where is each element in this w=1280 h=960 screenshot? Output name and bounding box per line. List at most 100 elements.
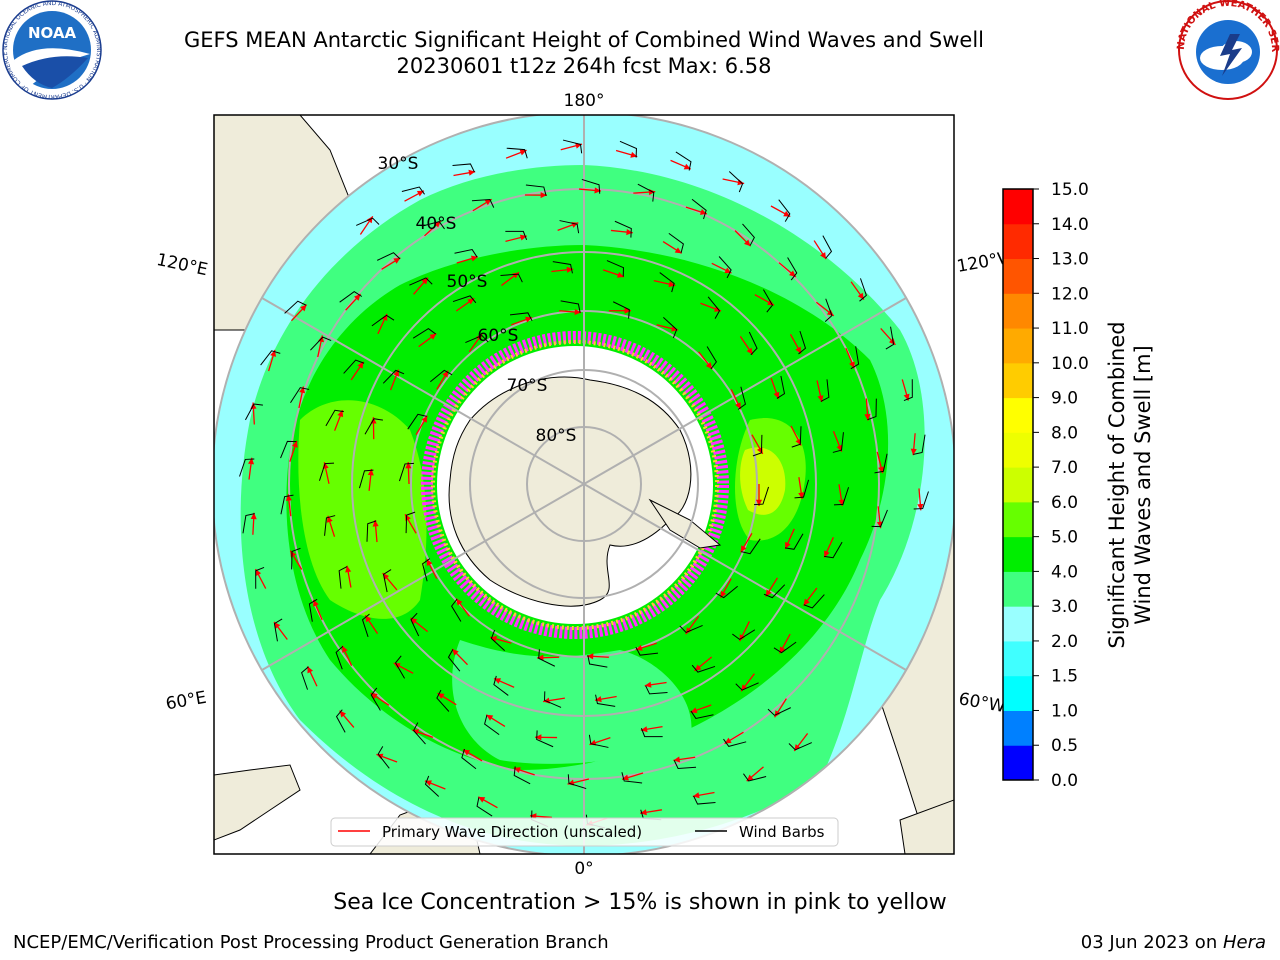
wind-barb [763, 289, 774, 313]
wind-barb [614, 220, 632, 238]
lat-label-30s: 30°S [378, 154, 419, 174]
wind-barb [787, 257, 798, 281]
wind-barb [871, 509, 888, 528]
wave-arrow-head [429, 333, 437, 340]
wave-arrow-head [917, 503, 924, 511]
wave-arrow-head [783, 210, 791, 217]
wave-arrow-head [250, 512, 257, 520]
wind-barb [791, 426, 802, 448]
lat-label-50s: 50°S [447, 272, 488, 292]
wave-arrow-head [594, 187, 601, 194]
wind-barb [513, 766, 531, 785]
wind-barb [454, 248, 478, 258]
wind-barb [737, 386, 747, 410]
wind-barb [398, 462, 415, 482]
wave-arrow-head [365, 615, 372, 623]
lat-label-70s: 70°S [507, 376, 548, 396]
wind-barb [913, 434, 926, 455]
wave-arrow-head [795, 438, 802, 446]
wind-barb [377, 252, 401, 261]
wind-barb [742, 223, 755, 246]
wind-barb [778, 199, 791, 222]
footer-producer: NCEP/EMC/Verification Post Processing Pr… [13, 932, 609, 953]
wave-arrow-head [773, 391, 780, 399]
wave-arrow-head [574, 308, 582, 316]
wind-barb [509, 312, 533, 322]
map-legend: Primary Wave Direction (unscaled) Wind B… [330, 817, 839, 847]
wave-arrow-head [345, 565, 352, 573]
wind-barb [913, 491, 929, 510]
wind-barb [728, 171, 744, 193]
wind-barb [452, 163, 475, 173]
wind-barb [867, 398, 877, 421]
wind-barb [308, 598, 318, 622]
wind-barb [343, 359, 365, 374]
wind-barb [358, 469, 374, 489]
noaa-logo: NOAA NATIONAL OCEANIC AND ATMOSPHERIC AD… [2, 0, 102, 100]
wind-barb [581, 178, 601, 194]
wave-arrow-head [746, 774, 754, 782]
wind-barb [552, 261, 573, 274]
wave-arrow-head [624, 307, 631, 314]
wave-arrow-head [372, 520, 379, 527]
noaa-logo-text: NOAA [28, 24, 77, 42]
wind-barb [543, 691, 562, 708]
wave-arrow-head [437, 693, 445, 700]
wind-barb [290, 387, 310, 404]
wind-barb [430, 369, 453, 383]
wind-barb [691, 664, 716, 673]
wind-barb [679, 624, 703, 634]
wind-barb [242, 513, 255, 534]
wave-arrow-head [313, 599, 319, 607]
wave-arrow-head [339, 710, 347, 718]
wave-arrow-head [370, 693, 378, 700]
footer-date: 03 Jun 2023 on Hera [1081, 932, 1266, 953]
wind-barb [325, 409, 344, 427]
wind-barb [718, 256, 732, 279]
map-frame [213, 114, 955, 855]
wind-barb [538, 649, 556, 667]
wave-arrow-head [910, 448, 917, 456]
wind-barb [776, 375, 786, 399]
wind-barb [239, 458, 255, 477]
wind-barb [424, 775, 440, 797]
wind-barb [732, 629, 756, 641]
wind-barb [794, 479, 810, 499]
wave-arrow-head [357, 361, 364, 369]
chart-title: GEFS MEAN Antarctic Significant Height o… [183, 28, 985, 52]
wind-barb [324, 515, 336, 536]
wave-arrow-head [785, 541, 791, 549]
wind-barb [798, 330, 807, 355]
wave-arrow-head [864, 413, 871, 421]
wave-arrow-head [470, 255, 478, 262]
wind-barb [338, 566, 348, 589]
wind-barb [361, 613, 370, 638]
wave-arrow-head [789, 270, 796, 277]
sea-ice-ring [421, 331, 729, 639]
wave-arrow-head [694, 664, 702, 671]
wave-arrow-head [421, 277, 429, 285]
wind-barb [707, 296, 721, 319]
wave-arrow-head [820, 252, 827, 260]
wave-arrow-head [705, 362, 713, 370]
lon-label-0: 0° [574, 859, 593, 879]
wave-arrow-head [674, 247, 682, 254]
wind-barb [706, 346, 717, 370]
wind-barb [635, 646, 659, 656]
wave-arrow-head [765, 589, 772, 597]
wave-arrow-head [644, 681, 652, 688]
wave-arrow-head [857, 292, 864, 300]
wind-barb [640, 728, 663, 738]
wind-barb [500, 273, 523, 283]
wave-arrow-head [630, 151, 638, 158]
wind-barb [484, 715, 500, 736]
wind-barb [753, 486, 770, 506]
wind-barb [490, 629, 505, 652]
wind-barb [559, 220, 580, 234]
wind-barb [803, 594, 825, 609]
wind-barb [743, 773, 767, 782]
wind-barb [255, 566, 265, 589]
wind-barb [436, 689, 450, 712]
wind-barb [859, 278, 867, 302]
